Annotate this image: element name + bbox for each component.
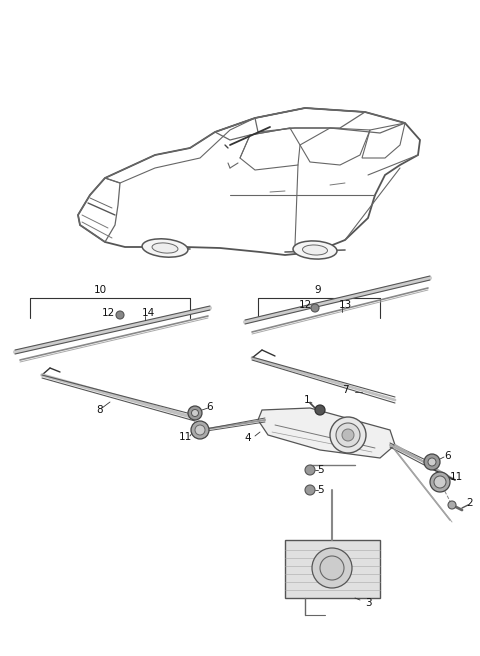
Text: 11: 11: [449, 472, 463, 482]
Text: 9: 9: [315, 285, 321, 295]
Text: 6: 6: [207, 402, 213, 412]
Circle shape: [428, 458, 436, 466]
Text: 10: 10: [94, 285, 107, 295]
Text: 13: 13: [338, 300, 352, 310]
Circle shape: [342, 429, 354, 441]
Circle shape: [424, 454, 440, 470]
Circle shape: [191, 421, 209, 439]
Circle shape: [116, 311, 124, 319]
Polygon shape: [285, 540, 380, 598]
Text: 7: 7: [342, 385, 348, 395]
Text: 14: 14: [142, 308, 155, 318]
Circle shape: [305, 465, 315, 475]
Text: 4: 4: [245, 433, 252, 443]
Circle shape: [192, 409, 199, 417]
Circle shape: [305, 485, 315, 495]
Circle shape: [188, 406, 202, 420]
Text: 6: 6: [444, 451, 451, 461]
Text: 11: 11: [179, 432, 192, 442]
Ellipse shape: [142, 239, 188, 257]
Text: 12: 12: [101, 308, 115, 318]
Circle shape: [311, 304, 319, 312]
Text: 1: 1: [304, 395, 310, 405]
Ellipse shape: [152, 243, 178, 253]
Text: 12: 12: [299, 300, 312, 310]
Text: 5: 5: [317, 465, 324, 475]
Text: 5: 5: [317, 485, 324, 495]
Circle shape: [330, 417, 366, 453]
Circle shape: [336, 423, 360, 447]
Text: 3: 3: [365, 598, 372, 608]
Ellipse shape: [302, 245, 327, 255]
Circle shape: [195, 425, 205, 435]
Circle shape: [448, 501, 456, 509]
Circle shape: [434, 476, 446, 488]
Circle shape: [315, 405, 325, 415]
Circle shape: [312, 548, 352, 588]
Polygon shape: [258, 408, 395, 458]
Text: 8: 8: [96, 405, 103, 415]
Ellipse shape: [293, 241, 337, 259]
Circle shape: [430, 472, 450, 492]
Circle shape: [320, 556, 344, 580]
Text: 2: 2: [467, 498, 473, 508]
